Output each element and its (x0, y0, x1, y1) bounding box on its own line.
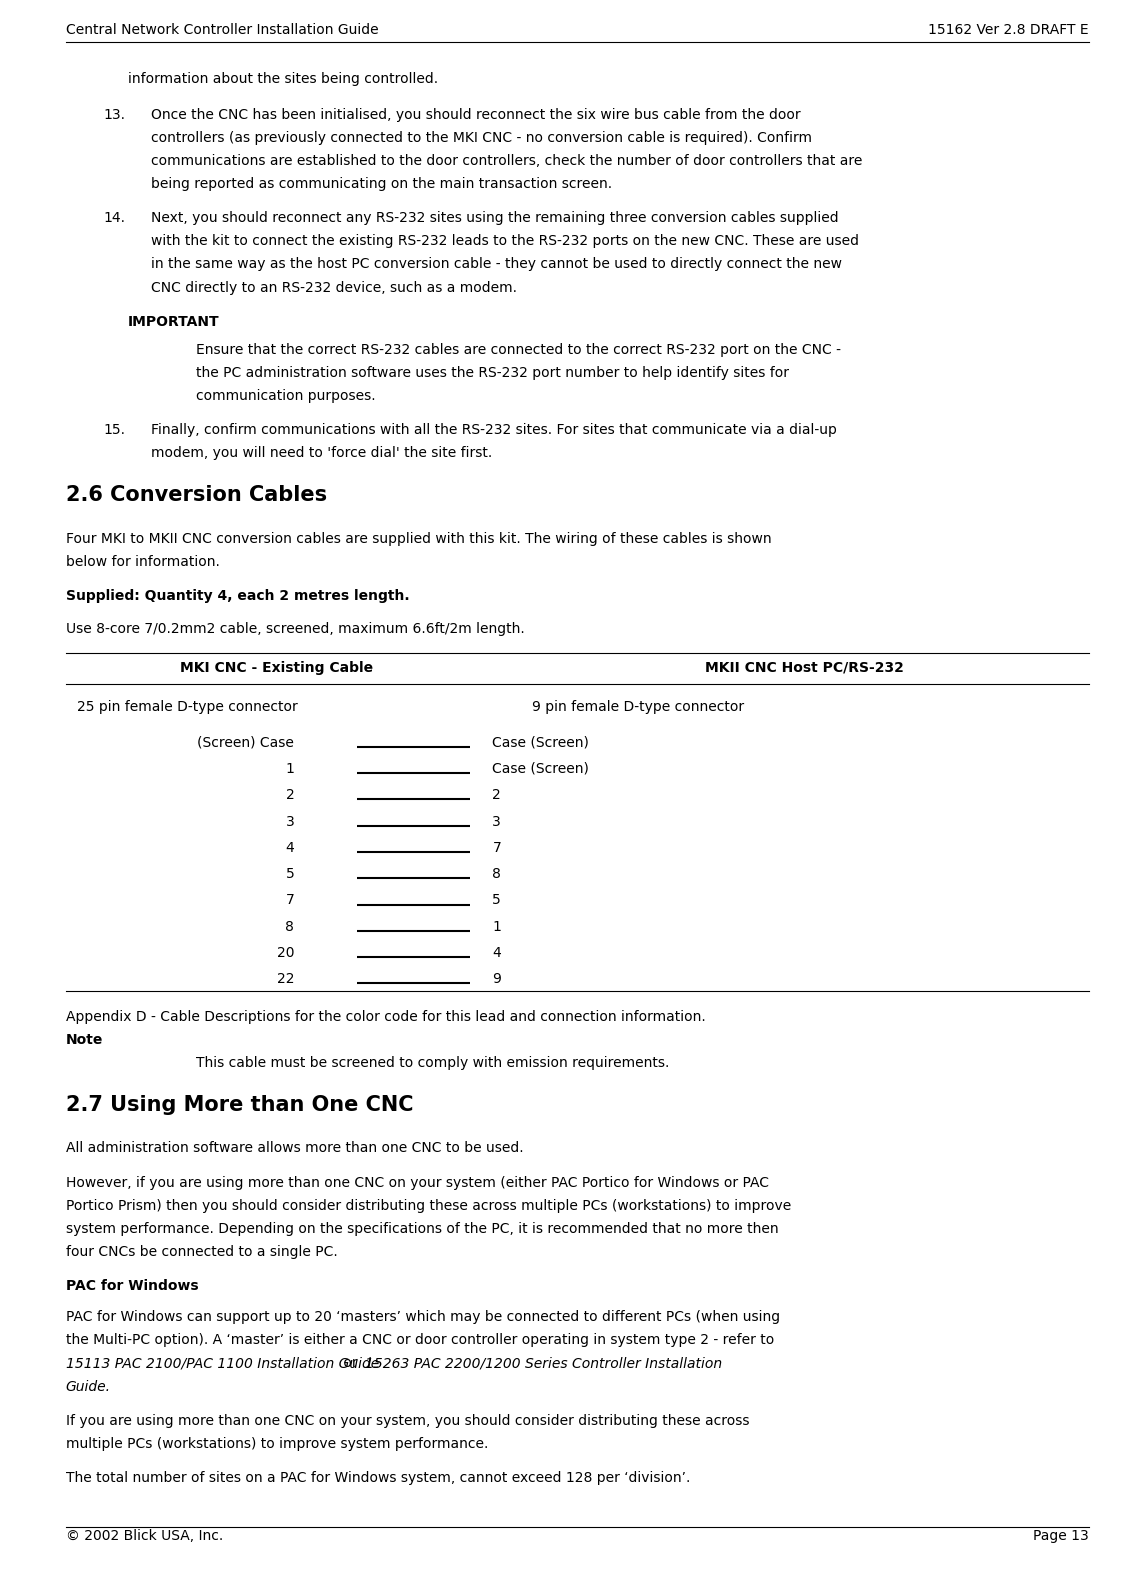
Text: Four MKI to MKII CNC conversion cables are supplied with this kit. The wiring of: Four MKI to MKII CNC conversion cables a… (66, 531, 771, 545)
Text: communication purposes.: communication purposes. (196, 389, 376, 403)
Text: CNC directly to an RS-232 device, such as a modem.: CNC directly to an RS-232 device, such a… (151, 281, 516, 295)
Text: Supplied: Quantity 4, each 2 metres length.: Supplied: Quantity 4, each 2 metres leng… (66, 588, 410, 603)
Text: © 2002 Blick USA, Inc.: © 2002 Blick USA, Inc. (66, 1529, 223, 1543)
Text: Case (Screen): Case (Screen) (492, 735, 590, 749)
Text: 2.6 Conversion Cables: 2.6 Conversion Cables (66, 485, 327, 505)
Text: 15.: 15. (103, 422, 125, 437)
Text: Use 8-core 7/0.2mm2 cable, screened, maximum 6.6ft/2m length.: Use 8-core 7/0.2mm2 cable, screened, max… (66, 622, 524, 636)
Text: 4: 4 (492, 945, 501, 960)
Text: Guide.: Guide. (66, 1379, 111, 1393)
Text: information about the sites being controlled.: information about the sites being contro… (128, 72, 438, 86)
Text: system performance. Depending on the specifications of the PC, it is recommended: system performance. Depending on the spe… (66, 1221, 779, 1235)
Text: MKI CNC - Existing Cable: MKI CNC - Existing Cable (180, 660, 372, 674)
Text: Appendix D - Cable Descriptions for the color code for this lead and connection : Appendix D - Cable Descriptions for the … (66, 1009, 705, 1023)
Text: with the kit to connect the existing RS-232 leads to the RS-232 ports on the new: with the kit to connect the existing RS-… (151, 234, 858, 249)
Text: Next, you should reconnect any RS-232 sites using the remaining three conversion: Next, you should reconnect any RS-232 si… (151, 210, 838, 225)
Text: 2: 2 (492, 787, 501, 802)
Text: Note: Note (66, 1033, 103, 1047)
Text: controllers (as previously connected to the MKI CNC - no conversion cable is req: controllers (as previously connected to … (151, 131, 812, 145)
Text: 20: 20 (277, 945, 294, 960)
Text: 2: 2 (285, 787, 294, 802)
Text: All administration software allows more than one CNC to be used.: All administration software allows more … (66, 1141, 523, 1156)
Text: (Screen) Case: (Screen) Case (197, 735, 294, 749)
Text: However, if you are using more than one CNC on your system (either PAC Portico f: However, if you are using more than one … (66, 1175, 769, 1189)
Text: Ensure that the correct RS-232 cables are connected to the correct RS-232 port o: Ensure that the correct RS-232 cables ar… (196, 343, 841, 357)
Text: 1: 1 (285, 762, 294, 776)
Text: four CNCs be connected to a single PC.: four CNCs be connected to a single PC. (66, 1245, 337, 1259)
Text: 8: 8 (492, 867, 501, 881)
Text: 9: 9 (492, 972, 501, 987)
Text: 15113 PAC 2100/PAC 1100 Installation Guide: 15113 PAC 2100/PAC 1100 Installation Gui… (66, 1356, 379, 1371)
Text: 7: 7 (285, 893, 294, 907)
Text: 5: 5 (492, 893, 501, 907)
Text: Central Network Controller Installation Guide: Central Network Controller Installation … (66, 24, 378, 37)
Text: multiple PCs (workstations) to improve system performance.: multiple PCs (workstations) to improve s… (66, 1436, 488, 1451)
Text: Page 13: Page 13 (1034, 1529, 1089, 1543)
Text: The total number of sites on a PAC for Windows system, cannot exceed 128 per ‘di: The total number of sites on a PAC for W… (66, 1471, 691, 1486)
Text: Portico Prism) then you should consider distributing these across multiple PCs (: Portico Prism) then you should consider … (66, 1199, 791, 1213)
Text: 2.7 Using More than One CNC: 2.7 Using More than One CNC (66, 1095, 413, 1116)
Text: being reported as communicating on the main transaction screen.: being reported as communicating on the m… (151, 177, 611, 191)
Text: 3: 3 (285, 815, 294, 829)
Text: Case (Screen): Case (Screen) (492, 762, 590, 776)
Text: the PC administration software uses the RS-232 port number to help identify site: the PC administration software uses the … (196, 365, 789, 379)
Text: 14.: 14. (103, 210, 125, 225)
Text: 15162 Ver 2.8 DRAFT E: 15162 Ver 2.8 DRAFT E (928, 24, 1089, 37)
Text: 8: 8 (285, 920, 294, 934)
Text: 4: 4 (285, 840, 294, 854)
Text: Finally, confirm communications with all the RS-232 sites. For sites that commun: Finally, confirm communications with all… (151, 422, 837, 437)
Text: in the same way as the host PC conversion cable - they cannot be used to directl: in the same way as the host PC conversio… (151, 257, 841, 271)
Text: 3: 3 (492, 815, 501, 829)
Text: 1: 1 (492, 920, 501, 934)
Text: 9 pin female D-type connector: 9 pin female D-type connector (532, 700, 744, 714)
Text: 13.: 13. (103, 108, 125, 121)
Text: or: or (340, 1356, 362, 1371)
Text: Once the CNC has been initialised, you should reconnect the six wire bus cable f: Once the CNC has been initialised, you s… (151, 108, 800, 121)
Text: PAC for Windows: PAC for Windows (66, 1278, 198, 1293)
Text: 25 pin female D-type connector: 25 pin female D-type connector (77, 700, 298, 714)
Text: 7: 7 (492, 840, 501, 854)
Text: 15263 PAC 2200/1200 Series Controller Installation: 15263 PAC 2200/1200 Series Controller In… (365, 1356, 722, 1371)
Text: the Multi-PC option). A ‘master’ is either a CNC or door controller operating in: the Multi-PC option). A ‘master’ is eith… (66, 1333, 774, 1347)
Text: 5: 5 (285, 867, 294, 881)
Text: This cable must be screened to comply with emission requirements.: This cable must be screened to comply wi… (196, 1055, 669, 1070)
Text: below for information.: below for information. (66, 555, 220, 569)
Text: MKII CNC Host PC/RS-232: MKII CNC Host PC/RS-232 (705, 660, 904, 674)
Text: If you are using more than one CNC on your system, you should consider distribut: If you are using more than one CNC on yo… (66, 1414, 749, 1428)
Text: 22: 22 (277, 972, 294, 987)
Text: IMPORTANT: IMPORTANT (128, 314, 220, 328)
Text: modem, you will need to 'force dial' the site first.: modem, you will need to 'force dial' the… (151, 446, 491, 461)
Text: communications are established to the door controllers, check the number of door: communications are established to the do… (151, 155, 861, 167)
Text: PAC for Windows can support up to 20 ‘masters’ which may be connected to differe: PAC for Windows can support up to 20 ‘ma… (66, 1310, 780, 1325)
